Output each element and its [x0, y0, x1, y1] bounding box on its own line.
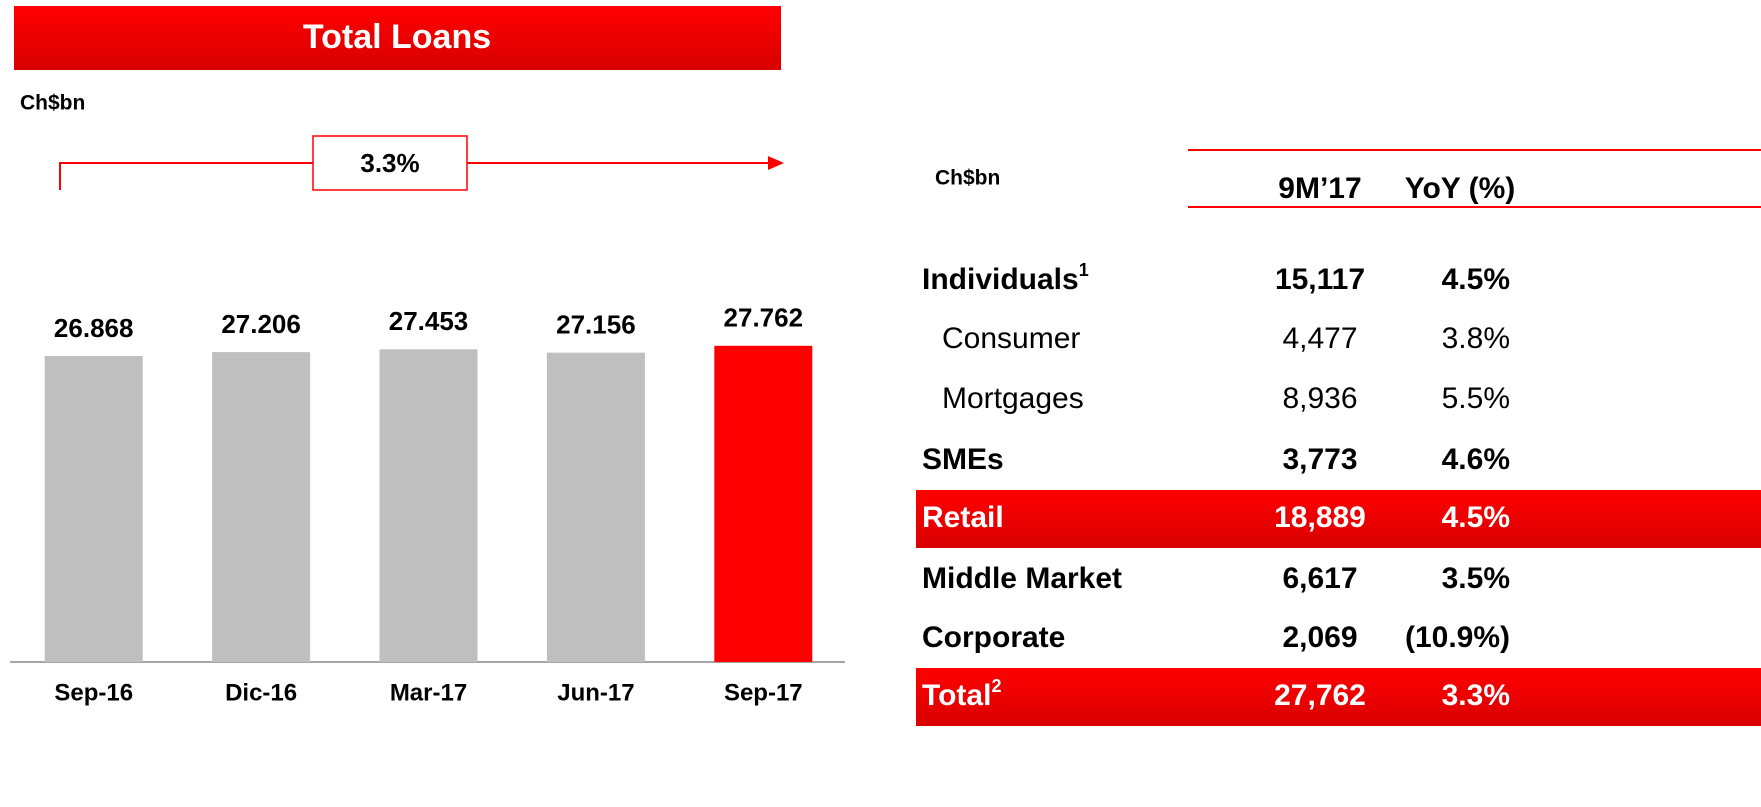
row-yoy: (10.9%) — [1405, 621, 1510, 654]
row-yoy: 5.5% — [1442, 382, 1510, 415]
growth-arrow — [59, 162, 772, 190]
column-header: 9M’17 — [1278, 172, 1361, 205]
row-label-text: SMEs — [922, 443, 1004, 476]
growth-box — [312, 135, 468, 191]
row-label: SMEs — [922, 443, 1004, 476]
value-label: 27.762 — [724, 303, 804, 333]
row-value: 18,889 — [1274, 501, 1366, 534]
row-label-text: Total — [922, 679, 991, 712]
x-tick-label: Sep-16 — [54, 679, 133, 706]
row-yoy: 4.5% — [1442, 263, 1510, 296]
x-tick-label: Dic-16 — [225, 679, 297, 706]
value-label: 27.453 — [389, 306, 469, 336]
row-label: Individuals1 — [922, 260, 1089, 296]
row-label-text: Middle Market — [922, 562, 1122, 595]
row-yoy: 4.5% — [1442, 501, 1510, 534]
table-unit: Ch$bn — [935, 167, 1000, 190]
row-yoy: 3.8% — [1442, 322, 1510, 355]
row-label-text: Mortgages — [942, 382, 1084, 415]
row-value: 8,936 — [1282, 382, 1357, 415]
superscript: 1 — [1079, 260, 1089, 280]
value-label: 27.206 — [221, 309, 301, 339]
row-label: Consumer — [942, 322, 1080, 355]
row-label: Middle Market — [922, 562, 1122, 595]
arrow-head — [768, 156, 784, 170]
value-label: 27.156 — [556, 310, 636, 340]
row-label-text: Individuals — [922, 263, 1079, 296]
x-tick-label: Jun-17 — [557, 679, 634, 706]
bar — [212, 352, 311, 662]
row-label-text: Corporate — [922, 621, 1065, 654]
superscript: 2 — [991, 676, 1001, 696]
bar — [44, 355, 143, 662]
unit-label: Ch$bn — [20, 92, 85, 115]
bar — [379, 349, 478, 662]
row-yoy: 3.3% — [1442, 679, 1510, 712]
row-highlight — [916, 490, 1761, 548]
bar — [546, 352, 645, 662]
row-value: 4,477 — [1282, 322, 1357, 355]
value-label: 26.868 — [54, 313, 134, 343]
row-yoy: 4.6% — [1442, 443, 1510, 476]
row-highlight — [916, 668, 1761, 726]
row-yoy: 3.5% — [1442, 562, 1510, 595]
row-label: Corporate — [922, 621, 1065, 654]
column-header: YoY (%) — [1405, 172, 1516, 205]
row-label: Total2 — [922, 676, 1001, 712]
row-value: 6,617 — [1282, 562, 1357, 595]
growth-label: 3.3% — [360, 148, 419, 178]
x-tick-label: Sep-17 — [724, 679, 803, 706]
row-value: 3,773 — [1282, 443, 1357, 476]
title-banner — [14, 6, 781, 70]
bar — [714, 345, 813, 662]
row-value: 15,117 — [1275, 263, 1365, 296]
row-label: Retail — [922, 501, 1004, 534]
row-value: 2,069 — [1282, 621, 1357, 654]
x-tick-label: Mar-17 — [390, 679, 467, 706]
row-label-text: Consumer — [942, 322, 1080, 355]
row-label-text: Retail — [922, 501, 1004, 534]
row-value: 27,762 — [1274, 679, 1366, 712]
row-label: Mortgages — [942, 382, 1084, 415]
chart-title: Total Loans — [303, 18, 491, 56]
